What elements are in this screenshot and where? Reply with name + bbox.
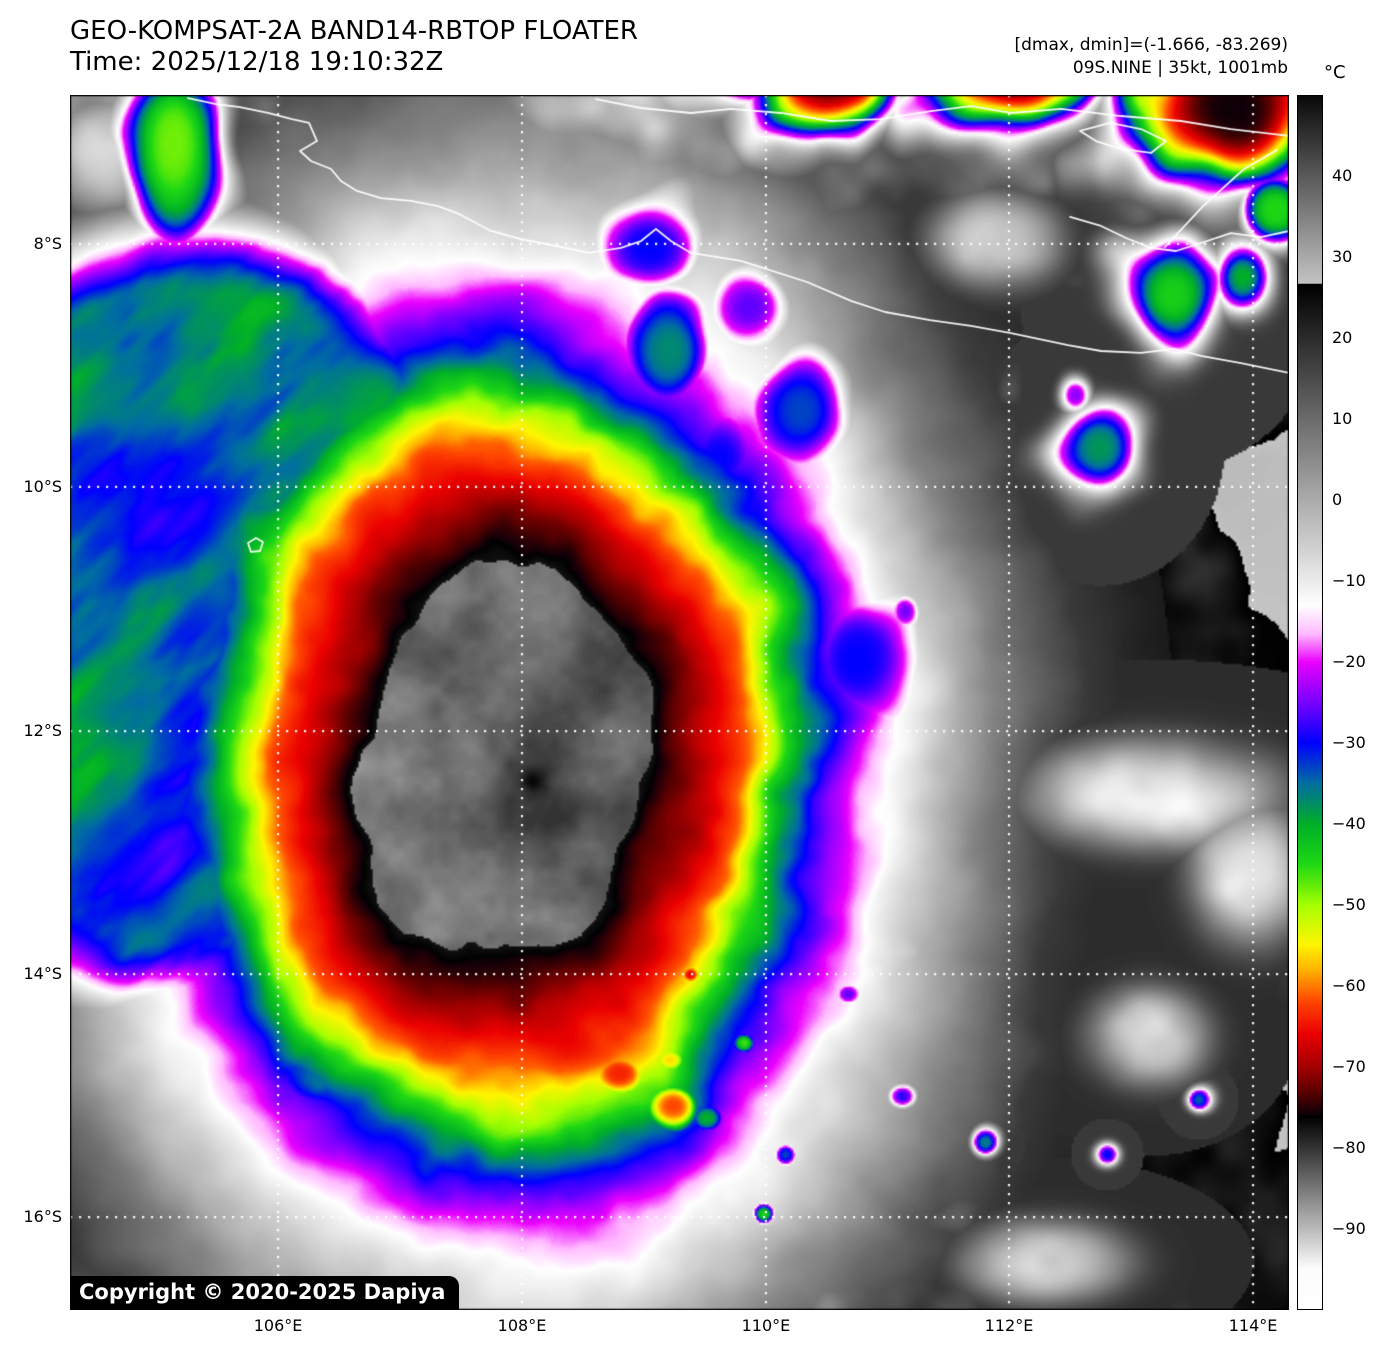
satellite-map: Copyright © 2020-2025 Dapiya bbox=[70, 95, 1289, 1310]
map-grid-overlay bbox=[70, 95, 1289, 1310]
lon-tick-label: 112°E bbox=[984, 1316, 1034, 1335]
colorbar-tick-label: 30 bbox=[1332, 247, 1353, 266]
colorbar-tick-label: −50 bbox=[1332, 895, 1366, 914]
lat-tick-label: 10°S bbox=[23, 476, 62, 496]
figure-annotations: [dmax, dmin]=(-1.666, -83.269) 09S.NINE … bbox=[1015, 34, 1289, 80]
colorbar-tick-label: −40 bbox=[1332, 814, 1366, 833]
lon-tick-label: 114°E bbox=[1228, 1316, 1278, 1335]
lat-tick-label: 14°S bbox=[23, 964, 62, 984]
colorbar-tick-label: −60 bbox=[1332, 976, 1366, 995]
colorbar-tick-label: −10 bbox=[1332, 571, 1366, 590]
lat-tick-label: 12°S bbox=[23, 721, 62, 741]
lat-tick-label: 16°S bbox=[23, 1207, 62, 1227]
figure-title: GEO-KOMPSAT-2A BAND14-RBTOP FLOATER bbox=[70, 16, 638, 46]
lat-tick-label: 8°S bbox=[33, 233, 62, 253]
colorbar-tick-label: −20 bbox=[1332, 652, 1366, 671]
copyright-badge: Copyright © 2020-2025 Dapiya bbox=[70, 1276, 460, 1310]
colorbar-tick-label: 40 bbox=[1332, 166, 1353, 185]
colorbar bbox=[1297, 95, 1323, 1310]
colorbar-tick-label: −30 bbox=[1332, 733, 1366, 752]
colorbar-unit-label: °C bbox=[1324, 62, 1346, 83]
figure-timestamp: Time: 2025/12/18 19:10:32Z bbox=[70, 47, 444, 77]
lon-tick-label: 110°E bbox=[741, 1316, 791, 1335]
colorbar-tick-label: −70 bbox=[1332, 1057, 1366, 1076]
storm-info-label: 09S.NINE | 35kt, 1001mb bbox=[1072, 58, 1288, 78]
colorbar-tick-label: −90 bbox=[1332, 1219, 1366, 1238]
lon-tick-label: 106°E bbox=[253, 1316, 303, 1335]
colorbar-tick-label: 20 bbox=[1332, 328, 1353, 347]
colorbar-tick-label: 0 bbox=[1332, 490, 1343, 509]
dmax-dmin-label: [dmax, dmin]=(-1.666, -83.269) bbox=[1014, 35, 1289, 55]
colorbar-tick-label: 10 bbox=[1332, 409, 1353, 428]
colorbar-tick-label: −80 bbox=[1332, 1138, 1366, 1157]
lon-tick-label: 108°E bbox=[497, 1316, 547, 1335]
